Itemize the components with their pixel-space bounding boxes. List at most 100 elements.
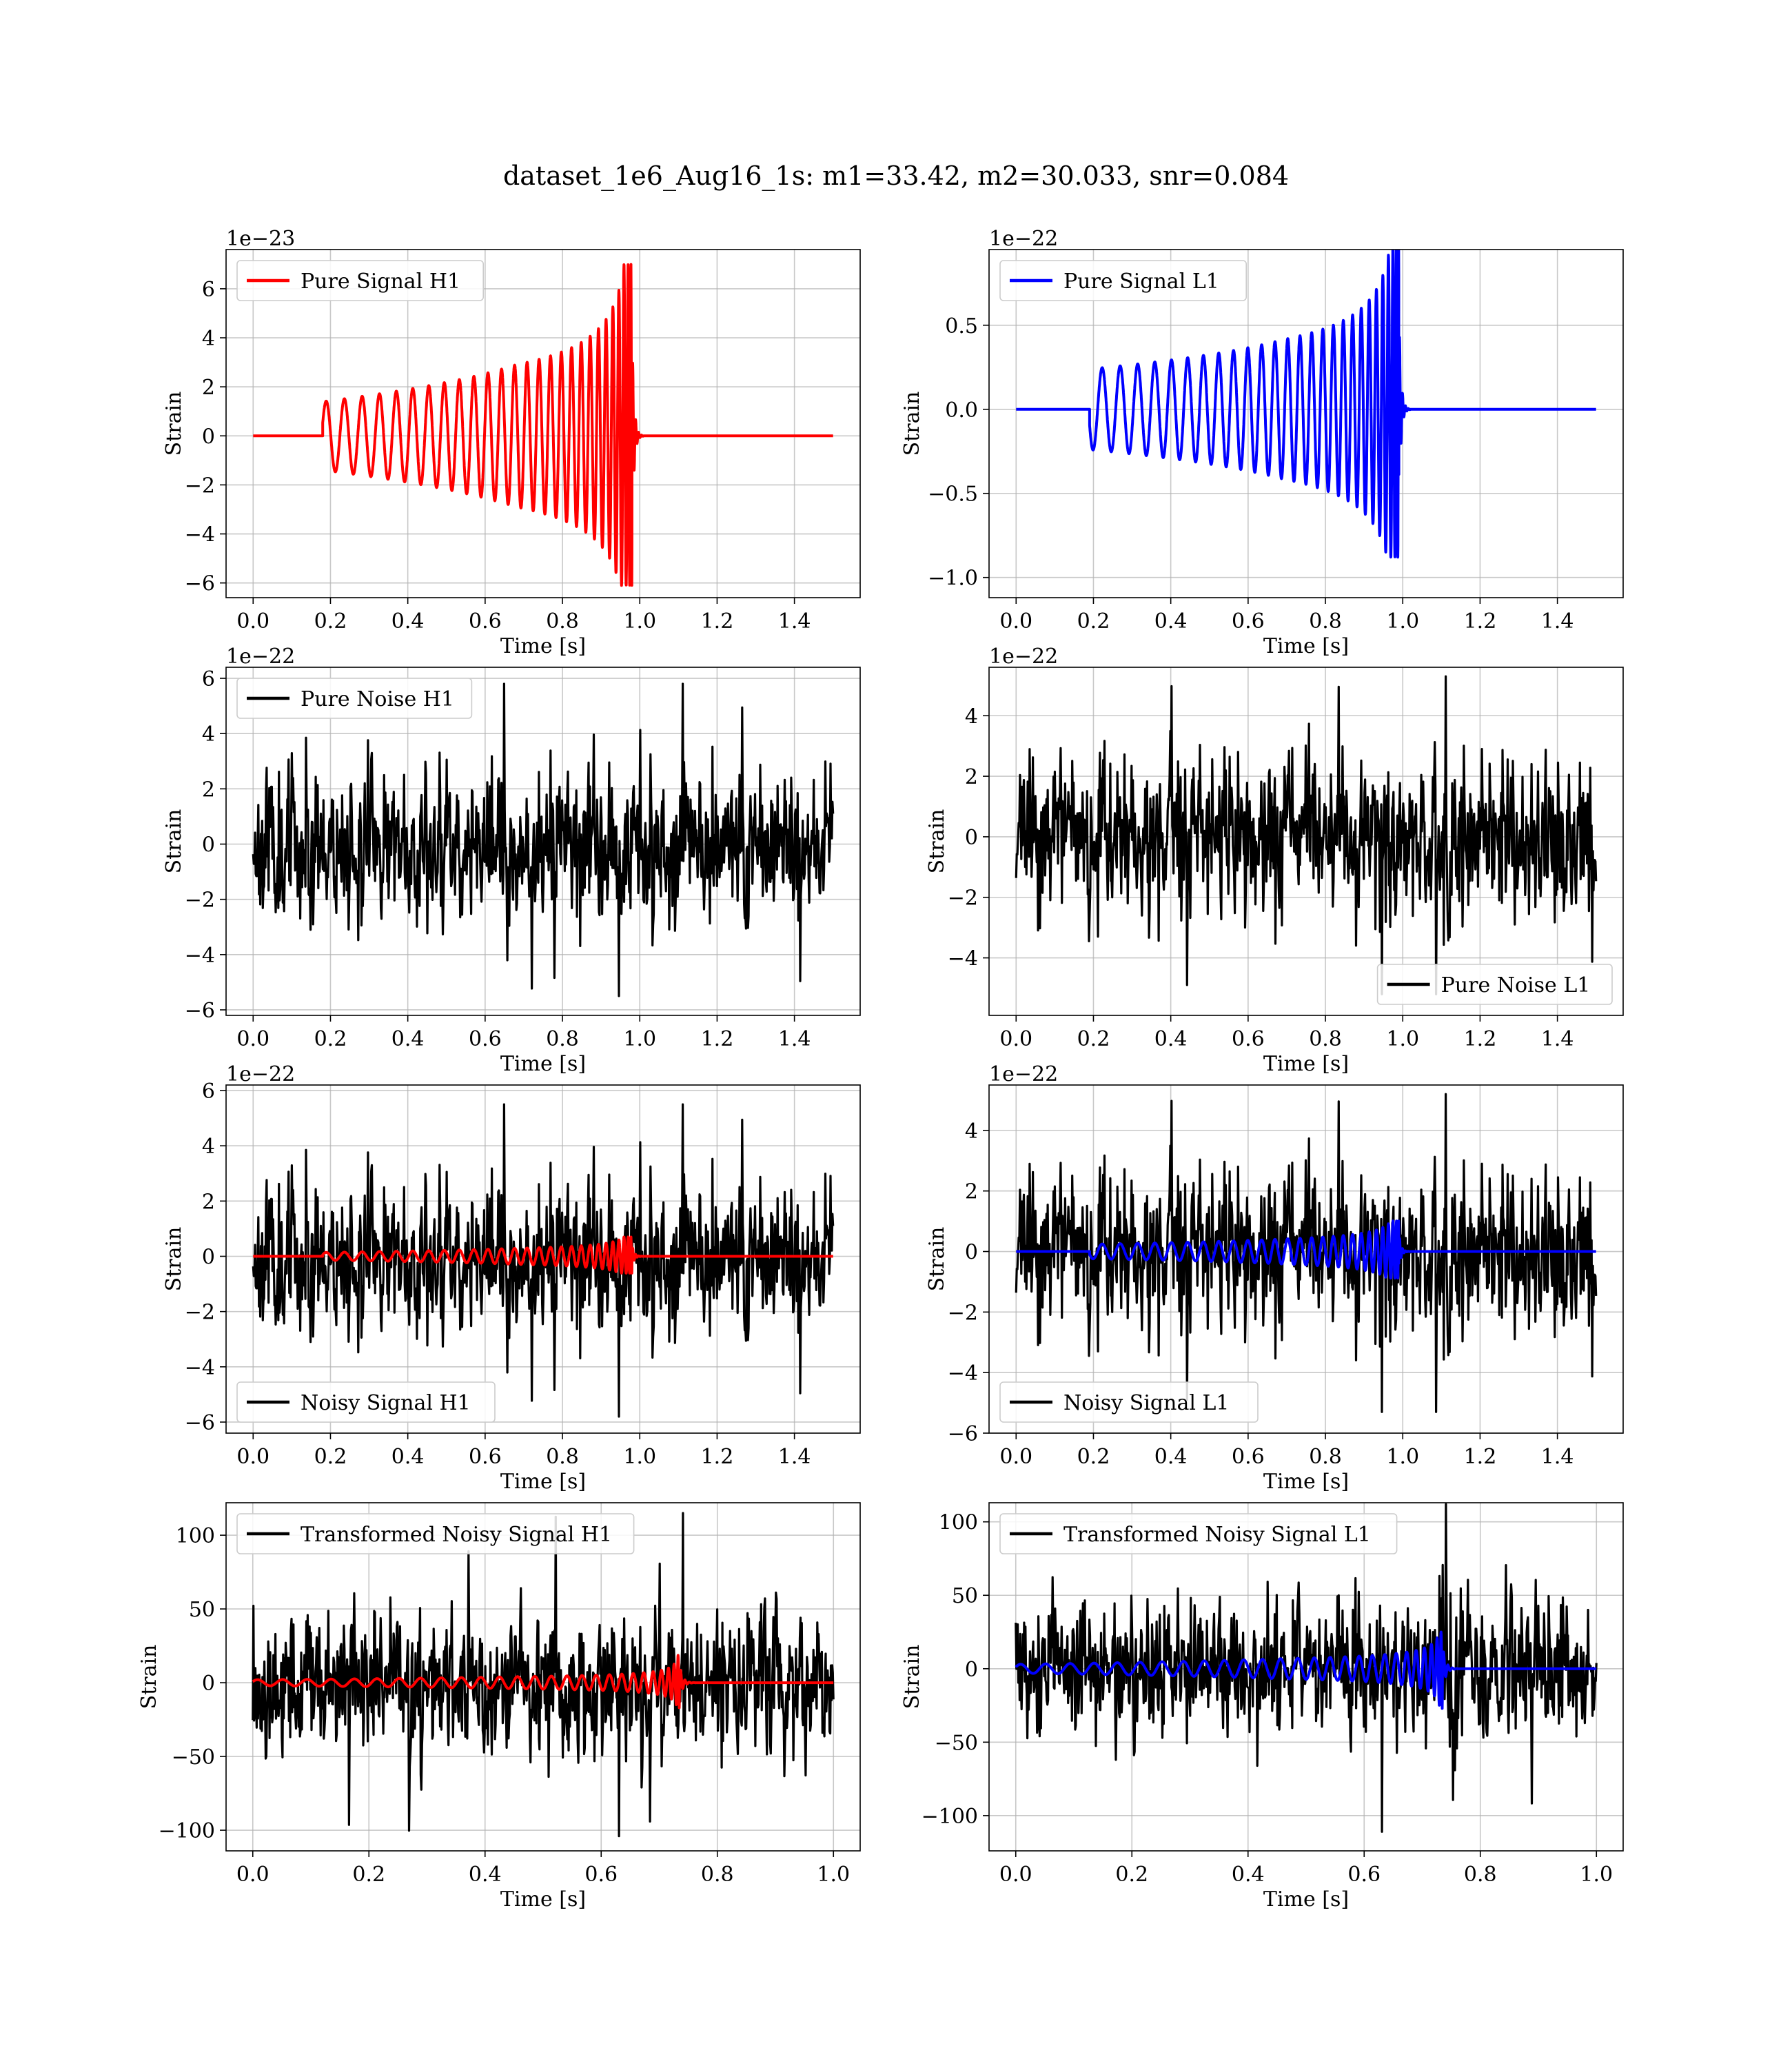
x-tick-label: 0.8 [1309,1027,1342,1051]
x-tick-label: 0.0 [236,1445,269,1469]
y-tick-label: 100 [176,1524,215,1548]
y-axis-label: Strain [162,809,186,874]
y-tick-label: 2 [202,1190,215,1214]
y-offset-text: 1e−22 [989,1062,1058,1086]
series-line-pure-noise-h1 [252,682,835,997]
x-tick-label: 1.4 [778,609,811,633]
legend-label: Noisy Signal L1 [1063,1391,1229,1415]
x-tick-label: 0.6 [469,1027,502,1051]
y-tick-label: 6 [202,278,215,302]
x-tick-label: 1.0 [817,1863,850,1887]
x-tick-label: 0.6 [1347,1863,1381,1887]
y-offset-text: 1e−22 [989,645,1058,669]
series-line-noisy-signal-h1 [252,1103,835,1418]
x-axis-label: Time [s] [1263,1470,1349,1494]
axes-frame [225,1502,861,1852]
legend-label: Pure Signal L1 [1063,270,1219,294]
y-axis-label: Strain [925,1227,949,1292]
x-tick-label: 0.6 [584,1863,618,1887]
legend-label: Pure Noise L1 [1441,973,1591,997]
x-tick-label: 1.2 [1464,1445,1497,1469]
y-tick-label: 0 [965,1658,978,1682]
x-tick-label: 0.8 [1464,1863,1497,1887]
x-axis-label: Time [s] [1263,1052,1349,1076]
x-tick-label: 1.4 [1541,1445,1574,1469]
series-line-transformed-noisy-signal-h1 [252,1512,835,1838]
x-tick-label: 0.8 [546,609,579,633]
panel-noisy-signal-h1: 0.0 0.2 0.4 0.6 0.8 1.0 1.2 1.4 −6 −4 −2 0 2 4 6 Time [… [162,1062,861,1494]
panel-pure-signal-h1: 0.0 0.2 0.4 0.6 0.8 1.0 1.2 1.4 −6 −4 −2 0 2 4 6 Time [… [162,227,861,658]
x-tick-label: 1.2 [1464,1027,1497,1051]
y-tick-label: −50 [935,1731,978,1755]
y-offset-text: 1e−23 [226,227,295,251]
y-tick-label: 2 [965,765,978,789]
y-axis-label: Strain [925,809,949,874]
y-tick-label: −4 [948,947,978,971]
legend: Transformed Noisy Signal H1 [236,1513,635,1554]
x-tick-label: 0.0 [999,1445,1032,1469]
y-tick-label: 2 [965,1180,978,1204]
y-tick-label: −2 [185,1301,215,1325]
y-tick-label: 100 [939,1511,978,1535]
x-tick-label: 1.0 [623,609,656,633]
y-tick-label: 4 [202,722,215,747]
y-tick-label: 0 [965,826,978,850]
y-tick-label: 4 [965,1119,978,1144]
x-tick-label: 0.4 [391,1027,425,1051]
x-tick-label: 0.4 [1232,1863,1265,1887]
axes-frame [225,1084,861,1434]
y-axis-label: Strain [900,392,924,456]
x-axis-label: Time [s] [1263,1887,1349,1912]
x-tick-label: 1.4 [1541,609,1574,633]
legend-label: Transformed Noisy Signal L1 [1063,1523,1371,1547]
x-tick-label: 0.8 [1309,1445,1342,1469]
y-tick-label: 0 [202,1245,215,1269]
x-axis-label: Time [s] [500,634,586,658]
y-tick-label: −2 [948,886,978,911]
series-line-chirp-overlay [253,1235,833,1275]
y-offset-text: 1e−22 [989,227,1058,251]
panels: 0.0 0.2 0.4 0.6 0.8 1.0 1.2 1.4 −6 −4 −2 0 2 4 6 Time [… [137,227,1624,1912]
x-tick-label: 0.4 [469,1863,502,1887]
legend: Transformed Noisy Signal L1 [999,1513,1398,1554]
x-tick-label: 0.2 [1077,609,1110,633]
x-axis-label: Time [s] [500,1470,586,1494]
y-offset-text: 1e−22 [226,645,295,669]
legend-label: Transformed Noisy Signal H1 [301,1523,612,1547]
y-tick-label: −2 [185,474,215,498]
y-axis-label: Strain [162,392,186,456]
legend-box [236,260,485,301]
y-tick-label: −2 [185,889,215,913]
y-offset-text: 1e−22 [226,1062,295,1086]
figure-title: dataset_1e6_Aug16_1s: m1=33.42, m2=30.03… [503,161,1289,192]
x-tick-label: 1.2 [701,1027,734,1051]
y-tick-label: 0 [965,1241,978,1265]
y-tick-label: −1.0 [928,567,978,591]
x-tick-label: 0.4 [391,1445,425,1469]
x-tick-label: 0.2 [314,1027,347,1051]
y-tick-label: 4 [202,327,215,351]
legend-label: Pure Noise H1 [301,687,454,711]
x-axis-label: Time [s] [1263,634,1349,658]
x-tick-label: 0.0 [999,609,1032,633]
y-tick-label: 50 [189,1598,215,1622]
x-tick-label: 0.0 [999,1863,1032,1887]
x-tick-label: 1.2 [701,1445,734,1469]
y-tick-label: −6 [185,999,215,1023]
legend: Noisy Signal L1 [999,1381,1259,1423]
x-tick-label: 0.2 [1077,1027,1110,1051]
legend-label: Noisy Signal H1 [301,1391,471,1415]
panel-noisy-signal-l1: 0.0 0.2 0.4 0.6 0.8 1.0 1.2 1.4 −6 −4 −2 0 2 4 Time [s… [925,1062,1624,1494]
y-tick-label: 2 [202,778,215,802]
axes-frame [988,1084,1624,1434]
x-tick-label: 1.0 [1386,609,1419,633]
x-tick-label: 0.6 [469,1445,502,1469]
x-tick-label: 0.2 [1115,1863,1148,1887]
x-tick-label: 1.0 [623,1445,656,1469]
y-tick-label: 4 [202,1135,215,1159]
x-tick-label: 0.6 [1232,609,1265,633]
axes-frame [988,249,1624,598]
x-tick-label: 1.0 [1580,1863,1613,1887]
legend-box [236,1381,496,1423]
legend-box [236,678,473,719]
